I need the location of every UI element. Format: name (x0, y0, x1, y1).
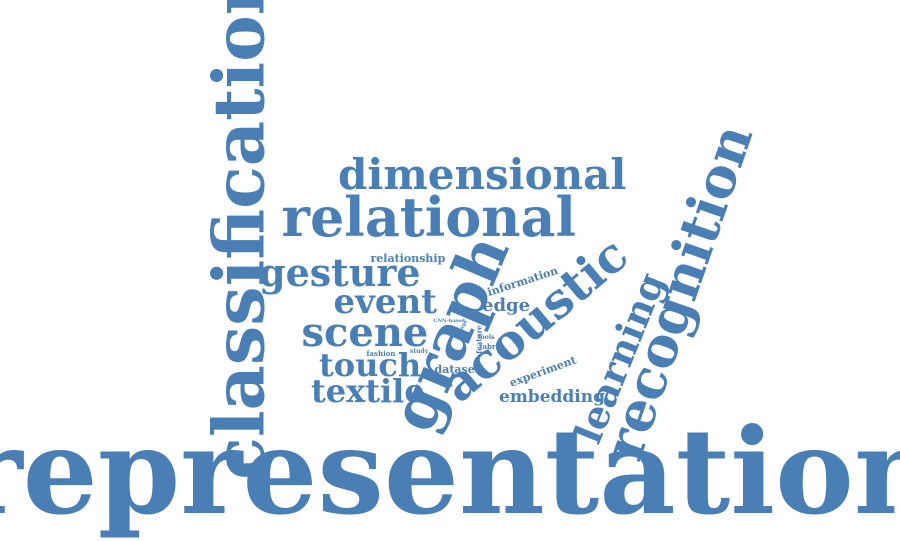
word-relationship: relationship (370, 251, 446, 265)
word-dataset: dataset (434, 362, 480, 376)
word-dimensional: dimensional (338, 150, 627, 199)
word-scene: scene (301, 309, 429, 356)
word-touch: touch (319, 346, 422, 384)
word-feature: feature (474, 324, 484, 354)
word-event: event (333, 282, 437, 322)
word-cnn-based: CNN-based (433, 317, 465, 324)
word-edge: edge (482, 295, 531, 316)
word-fabric: fabric (479, 341, 503, 351)
word-classification: classification (197, 0, 281, 480)
word-representation: representation (0, 402, 900, 541)
word-embedding: embedding (499, 386, 605, 407)
word-relational: relational (281, 185, 577, 249)
word-fashion: fashion (366, 348, 396, 358)
word-gesture: gesture (259, 250, 421, 295)
word-textile: textile (311, 372, 425, 410)
word-study: study (410, 348, 429, 355)
word-tools: tools (478, 334, 495, 341)
